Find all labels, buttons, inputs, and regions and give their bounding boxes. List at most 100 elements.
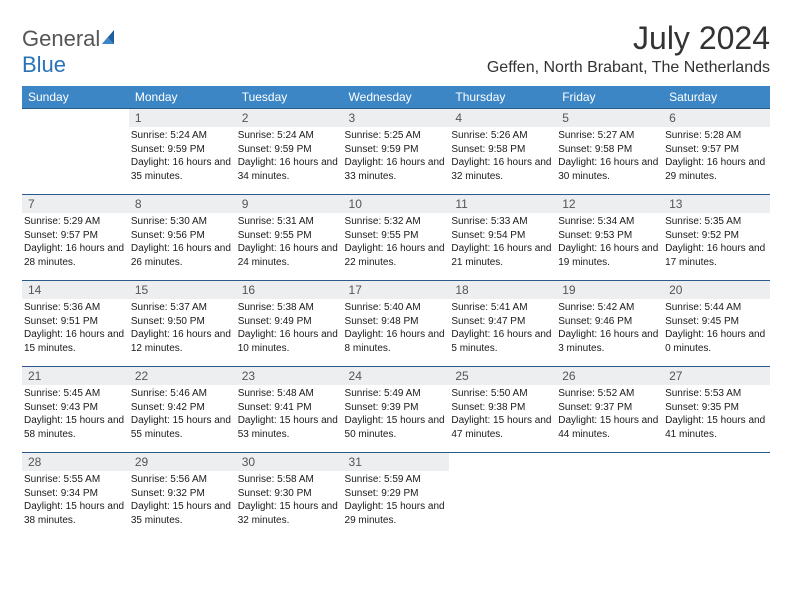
day-number: 7 bbox=[22, 195, 129, 213]
calendar-day-cell: 8Sunrise: 5:30 AMSunset: 9:56 PMDaylight… bbox=[129, 195, 236, 281]
day-number: 27 bbox=[663, 367, 770, 385]
logo-text-blue: Blue bbox=[22, 52, 66, 77]
calendar-day-cell: 11Sunrise: 5:33 AMSunset: 9:54 PMDayligh… bbox=[449, 195, 556, 281]
day-number: 1 bbox=[129, 109, 236, 127]
weekday-header: Thursday bbox=[449, 86, 556, 109]
day-number: 29 bbox=[129, 453, 236, 471]
day-info: Sunrise: 5:33 AMSunset: 9:54 PMDaylight:… bbox=[449, 213, 556, 271]
calendar-day-cell: 24Sunrise: 5:49 AMSunset: 9:39 PMDayligh… bbox=[343, 367, 450, 453]
logo-text-general: General bbox=[22, 26, 100, 51]
logo-text: General Blue bbox=[22, 26, 120, 78]
day-info: Sunrise: 5:36 AMSunset: 9:51 PMDaylight:… bbox=[22, 299, 129, 357]
calendar-day-cell: 23Sunrise: 5:48 AMSunset: 9:41 PMDayligh… bbox=[236, 367, 343, 453]
calendar-week-row: 1Sunrise: 5:24 AMSunset: 9:59 PMDaylight… bbox=[22, 109, 770, 195]
calendar-day-cell: 25Sunrise: 5:50 AMSunset: 9:38 PMDayligh… bbox=[449, 367, 556, 453]
day-info: Sunrise: 5:26 AMSunset: 9:58 PMDaylight:… bbox=[449, 127, 556, 185]
day-info: Sunrise: 5:58 AMSunset: 9:30 PMDaylight:… bbox=[236, 471, 343, 529]
day-number: 15 bbox=[129, 281, 236, 299]
calendar-day-cell: 26Sunrise: 5:52 AMSunset: 9:37 PMDayligh… bbox=[556, 367, 663, 453]
day-info: Sunrise: 5:28 AMSunset: 9:57 PMDaylight:… bbox=[663, 127, 770, 185]
day-number: 16 bbox=[236, 281, 343, 299]
calendar-week-row: 28Sunrise: 5:55 AMSunset: 9:34 PMDayligh… bbox=[22, 453, 770, 539]
day-number: 2 bbox=[236, 109, 343, 127]
calendar-week-row: 21Sunrise: 5:45 AMSunset: 9:43 PMDayligh… bbox=[22, 367, 770, 453]
day-number: 30 bbox=[236, 453, 343, 471]
calendar-day-cell: 13Sunrise: 5:35 AMSunset: 9:52 PMDayligh… bbox=[663, 195, 770, 281]
calendar-day-cell: 29Sunrise: 5:56 AMSunset: 9:32 PMDayligh… bbox=[129, 453, 236, 539]
calendar-day-cell: 9Sunrise: 5:31 AMSunset: 9:55 PMDaylight… bbox=[236, 195, 343, 281]
calendar-week-row: 14Sunrise: 5:36 AMSunset: 9:51 PMDayligh… bbox=[22, 281, 770, 367]
day-number: 24 bbox=[343, 367, 450, 385]
day-number: 6 bbox=[663, 109, 770, 127]
calendar-day-cell: 15Sunrise: 5:37 AMSunset: 9:50 PMDayligh… bbox=[129, 281, 236, 367]
title-block: July 2024 Geffen, North Brabant, The Net… bbox=[487, 20, 770, 77]
day-info: Sunrise: 5:52 AMSunset: 9:37 PMDaylight:… bbox=[556, 385, 663, 443]
calendar-day-cell bbox=[449, 453, 556, 539]
logo: General Blue bbox=[22, 20, 120, 78]
day-number bbox=[449, 453, 556, 471]
calendar-day-cell: 28Sunrise: 5:55 AMSunset: 9:34 PMDayligh… bbox=[22, 453, 129, 539]
weekday-header: Wednesday bbox=[343, 86, 450, 109]
day-info: Sunrise: 5:49 AMSunset: 9:39 PMDaylight:… bbox=[343, 385, 450, 443]
day-number: 9 bbox=[236, 195, 343, 213]
calendar-day-cell: 22Sunrise: 5:46 AMSunset: 9:42 PMDayligh… bbox=[129, 367, 236, 453]
header: General Blue July 2024 Geffen, North Bra… bbox=[22, 20, 770, 78]
day-number bbox=[663, 453, 770, 471]
day-number: 8 bbox=[129, 195, 236, 213]
day-info: Sunrise: 5:48 AMSunset: 9:41 PMDaylight:… bbox=[236, 385, 343, 443]
month-title: July 2024 bbox=[487, 20, 770, 57]
calendar-day-cell: 7Sunrise: 5:29 AMSunset: 9:57 PMDaylight… bbox=[22, 195, 129, 281]
weekday-header: Monday bbox=[129, 86, 236, 109]
day-info: Sunrise: 5:59 AMSunset: 9:29 PMDaylight:… bbox=[343, 471, 450, 529]
day-info: Sunrise: 5:44 AMSunset: 9:45 PMDaylight:… bbox=[663, 299, 770, 357]
day-info: Sunrise: 5:46 AMSunset: 9:42 PMDaylight:… bbox=[129, 385, 236, 443]
day-info: Sunrise: 5:50 AMSunset: 9:38 PMDaylight:… bbox=[449, 385, 556, 443]
day-number: 17 bbox=[343, 281, 450, 299]
calendar-day-cell: 21Sunrise: 5:45 AMSunset: 9:43 PMDayligh… bbox=[22, 367, 129, 453]
day-number: 11 bbox=[449, 195, 556, 213]
calendar-day-cell: 20Sunrise: 5:44 AMSunset: 9:45 PMDayligh… bbox=[663, 281, 770, 367]
calendar-table: SundayMondayTuesdayWednesdayThursdayFrid… bbox=[22, 86, 770, 539]
day-info: Sunrise: 5:35 AMSunset: 9:52 PMDaylight:… bbox=[663, 213, 770, 271]
calendar-day-cell: 5Sunrise: 5:27 AMSunset: 9:58 PMDaylight… bbox=[556, 109, 663, 195]
logo-sail-icon bbox=[100, 26, 120, 52]
day-info: Sunrise: 5:56 AMSunset: 9:32 PMDaylight:… bbox=[129, 471, 236, 529]
day-info: Sunrise: 5:30 AMSunset: 9:56 PMDaylight:… bbox=[129, 213, 236, 271]
day-number: 19 bbox=[556, 281, 663, 299]
day-number: 28 bbox=[22, 453, 129, 471]
calendar-day-cell bbox=[663, 453, 770, 539]
day-number bbox=[556, 453, 663, 471]
day-number: 25 bbox=[449, 367, 556, 385]
calendar-day-cell: 19Sunrise: 5:42 AMSunset: 9:46 PMDayligh… bbox=[556, 281, 663, 367]
day-info: Sunrise: 5:42 AMSunset: 9:46 PMDaylight:… bbox=[556, 299, 663, 357]
day-info: Sunrise: 5:37 AMSunset: 9:50 PMDaylight:… bbox=[129, 299, 236, 357]
weekday-header: Sunday bbox=[22, 86, 129, 109]
calendar-day-cell: 18Sunrise: 5:41 AMSunset: 9:47 PMDayligh… bbox=[449, 281, 556, 367]
calendar-day-cell: 30Sunrise: 5:58 AMSunset: 9:30 PMDayligh… bbox=[236, 453, 343, 539]
calendar-day-cell: 6Sunrise: 5:28 AMSunset: 9:57 PMDaylight… bbox=[663, 109, 770, 195]
day-number: 5 bbox=[556, 109, 663, 127]
calendar-day-cell: 10Sunrise: 5:32 AMSunset: 9:55 PMDayligh… bbox=[343, 195, 450, 281]
day-number bbox=[22, 109, 129, 127]
calendar-day-cell: 16Sunrise: 5:38 AMSunset: 9:49 PMDayligh… bbox=[236, 281, 343, 367]
calendar-day-cell: 12Sunrise: 5:34 AMSunset: 9:53 PMDayligh… bbox=[556, 195, 663, 281]
day-number: 23 bbox=[236, 367, 343, 385]
calendar-day-cell: 17Sunrise: 5:40 AMSunset: 9:48 PMDayligh… bbox=[343, 281, 450, 367]
day-info: Sunrise: 5:25 AMSunset: 9:59 PMDaylight:… bbox=[343, 127, 450, 185]
day-info: Sunrise: 5:41 AMSunset: 9:47 PMDaylight:… bbox=[449, 299, 556, 357]
calendar-day-cell bbox=[22, 109, 129, 195]
weekday-header: Friday bbox=[556, 86, 663, 109]
calendar-day-cell: 4Sunrise: 5:26 AMSunset: 9:58 PMDaylight… bbox=[449, 109, 556, 195]
calendar-day-cell: 27Sunrise: 5:53 AMSunset: 9:35 PMDayligh… bbox=[663, 367, 770, 453]
calendar-header-row: SundayMondayTuesdayWednesdayThursdayFrid… bbox=[22, 86, 770, 109]
calendar-day-cell: 31Sunrise: 5:59 AMSunset: 9:29 PMDayligh… bbox=[343, 453, 450, 539]
day-number: 31 bbox=[343, 453, 450, 471]
day-number: 20 bbox=[663, 281, 770, 299]
calendar-day-cell: 1Sunrise: 5:24 AMSunset: 9:59 PMDaylight… bbox=[129, 109, 236, 195]
day-number: 10 bbox=[343, 195, 450, 213]
day-number: 13 bbox=[663, 195, 770, 213]
calendar-day-cell: 2Sunrise: 5:24 AMSunset: 9:59 PMDaylight… bbox=[236, 109, 343, 195]
day-info: Sunrise: 5:29 AMSunset: 9:57 PMDaylight:… bbox=[22, 213, 129, 271]
day-info: Sunrise: 5:53 AMSunset: 9:35 PMDaylight:… bbox=[663, 385, 770, 443]
day-info: Sunrise: 5:38 AMSunset: 9:49 PMDaylight:… bbox=[236, 299, 343, 357]
